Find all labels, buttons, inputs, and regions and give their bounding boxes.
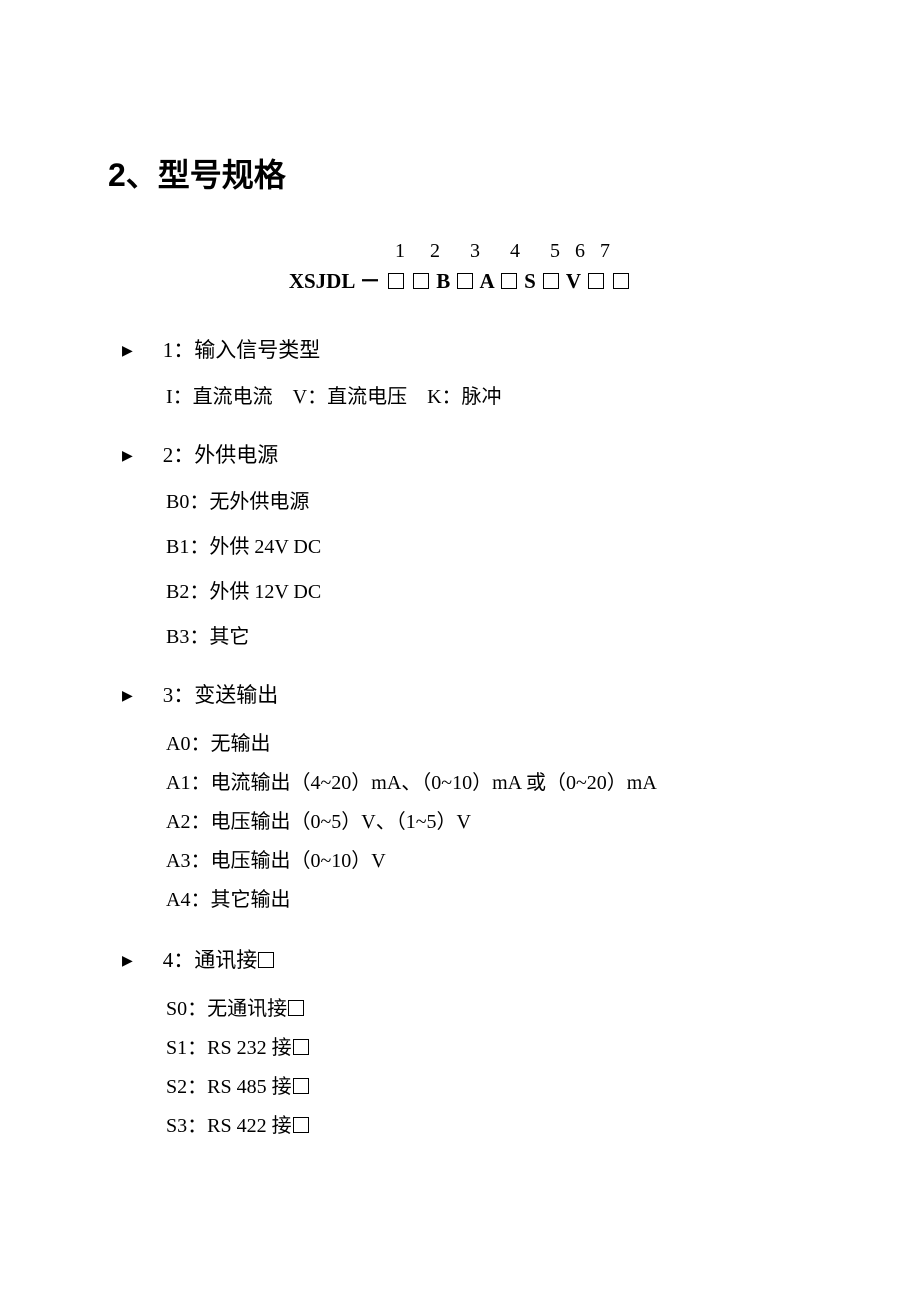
section-title: ：变送输出 [173, 679, 278, 709]
spec-item: B3：其它 [166, 622, 812, 653]
spec-item: A2：电压输出（0~5）V、（1~5）V [166, 805, 812, 840]
missing-glyph-box [293, 1117, 309, 1133]
section-number: 4 [163, 948, 174, 973]
section-title: ：外供电源 [173, 439, 278, 469]
model-dash: － [359, 269, 385, 293]
bullet-arrow-icon: ▶ [122, 688, 133, 705]
spec-item: A0：无输出 [166, 727, 812, 762]
section-heading: ▶ 3：变送输出 [108, 679, 812, 709]
missing-glyph-box [293, 1078, 309, 1094]
spec-item: B2：外供 12V DC [166, 577, 812, 608]
placeholder-box [588, 273, 604, 289]
model-letter: V [561, 269, 581, 293]
spec-item: S2：RS 485 接 [166, 1070, 812, 1105]
section-title: ：通讯接 [173, 944, 275, 974]
spec-section: ▶ 1：输入信号类型 I：直流电流 V：直流电压 K：脉冲 [108, 334, 812, 413]
spec-item-code: B0 [166, 491, 189, 513]
model-code-line: XSJDL － B A S V [108, 266, 812, 298]
model-letter: A [475, 269, 493, 293]
spec-item-code: B1 [166, 536, 189, 558]
spec-item-code: A2 [166, 811, 190, 833]
spec-item-code: A4 [166, 889, 190, 911]
spec-item-code: S2 [166, 1076, 187, 1098]
spec-item: A1：电流输出（4~20）mA、（0~10）mA 或（0~20）mA [166, 766, 812, 801]
missing-glyph-box [293, 1039, 309, 1055]
spec-item-code: A0 [166, 733, 190, 755]
section-heading: ▶ 2：外供电源 [108, 439, 812, 469]
bullet-arrow-icon: ▶ [122, 953, 133, 970]
placeholder-box [543, 273, 559, 289]
spec-item: S0：无通讯接 [166, 992, 812, 1027]
section-title: ：输入信号类型 [173, 334, 320, 364]
spec-item-code: B3 [166, 626, 189, 648]
spec-item-code: S3 [166, 1115, 187, 1137]
spec-item-code: B2 [166, 581, 189, 603]
spec-item-code: A3 [166, 850, 190, 872]
spec-item-code: S1 [166, 1037, 187, 1059]
section-number: 3 [163, 683, 174, 708]
bullet-arrow-icon: ▶ [122, 448, 133, 465]
placeholder-box [413, 273, 429, 289]
spec-item: S1：RS 232 接 [166, 1031, 812, 1066]
section-heading: ▶ 1：输入信号类型 [108, 334, 812, 364]
model-letter: B [431, 269, 450, 293]
spec-item: B1：外供 24V DC [166, 532, 812, 563]
section-number: 2 [163, 443, 174, 468]
bullet-arrow-icon: ▶ [122, 343, 133, 360]
spec-item: B0：无外供电源 [166, 487, 812, 518]
section-number: 1 [163, 338, 174, 363]
spec-item: S3：RS 422 接 [166, 1109, 812, 1144]
spec-item: A4：其它输出 [166, 883, 812, 918]
spec-item-code: S0 [166, 998, 187, 1020]
page-heading: 2、型号规格 [108, 150, 812, 196]
placeholder-box [501, 273, 517, 289]
spec-section: ▶ 4：通讯接 S0：无通讯接 S1：RS 232 接 S2：RS 485 接 S3：RS… [108, 944, 812, 1144]
spec-item: A3：电压输出（0~10）V [166, 844, 812, 879]
model-letter: S [519, 269, 536, 293]
model-prefix: XSJDL [289, 269, 360, 293]
section-heading: ▶ 4：通讯接 [108, 944, 812, 974]
placeholder-box [613, 273, 629, 289]
spec-section: ▶2：外供电源B0：无外供电源B1：外供 24V DCB2：外供 12V DCB… [108, 439, 812, 653]
placeholder-box [457, 273, 473, 289]
model-spec-block: 1 2 3 4 5 6 7 XSJDL － B A S V [108, 236, 812, 298]
model-position-numbers: 1 2 3 4 5 6 7 [108, 236, 812, 266]
spec-section: ▶ 3：变送输出 A0：无输出 A1：电流输出（4~20）mA、（0~10）mA 或（… [108, 679, 812, 918]
missing-glyph-box [258, 952, 274, 968]
spec-item-code: A1 [166, 772, 190, 794]
placeholder-box [388, 273, 404, 289]
spec-item: I：直流电流 V：直流电压 K：脉冲 [166, 382, 812, 413]
missing-glyph-box [288, 1000, 304, 1016]
